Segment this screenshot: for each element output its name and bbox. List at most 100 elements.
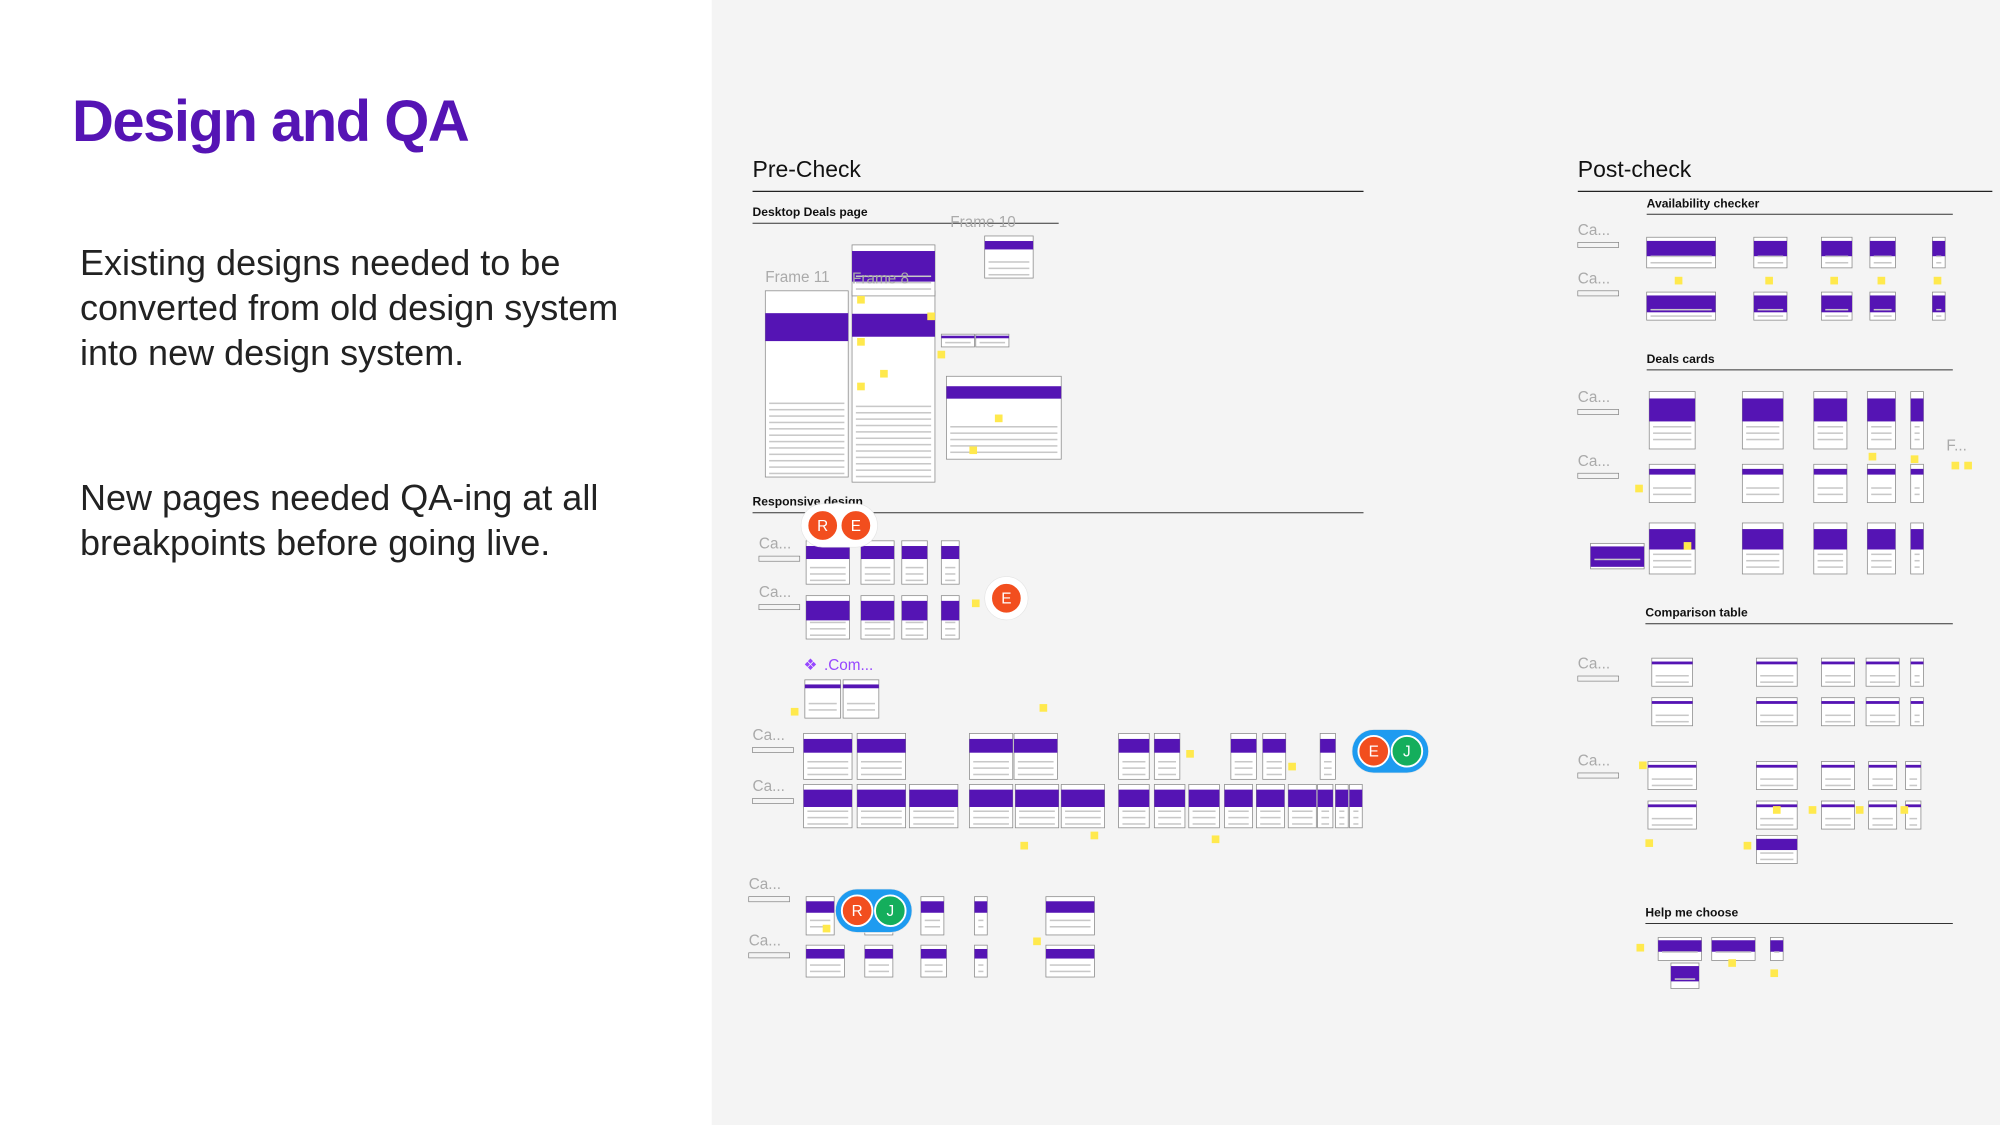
sticky-note <box>1186 750 1194 758</box>
section-title: Post-check <box>1578 156 1692 182</box>
thumbnail-line <box>1757 315 1784 317</box>
thumbnail-band <box>1932 295 1946 313</box>
thumbnail-band <box>1256 789 1285 807</box>
thumbnail-line <box>1323 773 1332 776</box>
thumbnail-line <box>1655 675 1689 677</box>
card-label-box <box>758 555 801 562</box>
thumbnail-line <box>1871 487 1892 489</box>
thumbnail-line <box>1158 823 1182 825</box>
thumbnail-line <box>1321 816 1330 819</box>
thumbnail-line <box>979 341 1006 344</box>
sticky-note <box>994 414 1003 423</box>
thumbnail-line <box>1825 255 1849 258</box>
thumbnail-line <box>855 431 932 433</box>
thumbnail-line <box>809 964 841 966</box>
thumbnail-line <box>1650 255 1712 258</box>
thumbnail-line <box>950 445 1058 447</box>
thumbnail-line <box>769 428 845 430</box>
thumbnail-band <box>1869 240 1896 257</box>
thumbnail-line <box>1909 817 1918 820</box>
thumbnail-line <box>1817 493 1844 496</box>
thumbnail-band <box>1905 804 1921 808</box>
thumbnail-line <box>1746 566 1780 568</box>
group-title: Deals cards <box>1647 352 1715 366</box>
thumbnail-line <box>1872 784 1893 787</box>
thumbnail-line <box>1914 675 1920 677</box>
thumbnail-band <box>806 901 835 913</box>
thumbnail-line <box>808 702 837 705</box>
thumbnail-line <box>860 760 902 763</box>
thumbnail-line <box>807 810 849 812</box>
thumbnail-line <box>1339 823 1345 825</box>
frame-thumbnail <box>1910 657 1924 687</box>
thumbnail-line <box>1936 261 1942 264</box>
thumbnail-line <box>809 634 846 636</box>
component-icon: ❖ <box>804 657 818 674</box>
thumbnail-line <box>1760 858 1794 861</box>
card-label-box <box>748 896 790 903</box>
thumbnail-line <box>860 767 902 769</box>
thumbnail-line <box>1914 714 1920 717</box>
thumbnail-line <box>1661 951 1698 953</box>
thumbnail-line <box>1914 487 1920 489</box>
thumbnail-line <box>950 426 1058 428</box>
card-label-box <box>1577 242 1619 248</box>
sticky-note <box>1635 484 1643 493</box>
sticky-note <box>790 707 799 716</box>
thumbnail-line <box>1122 810 1146 812</box>
avatar <box>990 581 1023 615</box>
thumbnail-band <box>920 901 944 913</box>
thumbnail-line <box>973 760 1009 763</box>
thumbnail-band <box>1813 468 1847 475</box>
thumbnail-line <box>769 421 845 424</box>
thumbnail-line <box>855 456 932 459</box>
thumbnail-line <box>973 810 1009 812</box>
thumbnail-line <box>855 411 932 414</box>
thumbnail-band <box>1813 529 1847 550</box>
thumbnail-line <box>1715 951 1752 953</box>
thumbnail-line <box>1746 432 1780 434</box>
thumbnail-line <box>905 566 924 569</box>
sticky-note <box>1765 276 1773 285</box>
thumbnail-line <box>1655 720 1689 723</box>
thumbnail-band <box>806 600 850 621</box>
thumbnail-line <box>1760 817 1794 820</box>
thumbnail-line <box>1746 553 1780 556</box>
thumbnail-band <box>1866 661 1900 665</box>
thumbnail-band <box>975 335 1009 339</box>
thumbnail-line <box>1260 810 1281 812</box>
thumbnail-band <box>1317 789 1333 807</box>
thumbnail-line <box>855 437 932 440</box>
thumbnail-band <box>969 789 1013 807</box>
thumbnail-band <box>1651 701 1693 704</box>
thumbnail-line <box>1872 824 1893 826</box>
thumbnail-line <box>1914 559 1920 562</box>
thumbnail-line <box>1873 261 1892 264</box>
thumbnail-line <box>950 438 1058 441</box>
sticky-note <box>1772 806 1781 814</box>
thumbnail-line <box>864 628 891 630</box>
thumbnail-line <box>1760 720 1794 723</box>
thumbnail-line <box>1914 426 1920 428</box>
thumbnail-line <box>1825 720 1851 723</box>
thumbnail-band <box>1045 901 1095 913</box>
sticky-note <box>857 338 865 346</box>
thumbnail-band <box>1868 764 1897 768</box>
thumbnail-band <box>920 948 947 959</box>
thumbnail-band <box>1742 398 1784 422</box>
thumbnail-band <box>1320 738 1336 753</box>
thumbnail-line <box>860 816 902 819</box>
thumbnail-band <box>909 789 958 807</box>
sticky-note <box>1728 959 1736 967</box>
thumbnail-line <box>1339 816 1345 819</box>
thumbnail-line <box>1292 816 1313 819</box>
thumbnail-line <box>864 579 891 582</box>
thumbnail-line <box>1653 553 1692 556</box>
thumbnail-line <box>1017 773 1054 776</box>
thumbnail-line <box>1746 487 1780 489</box>
thumbnail-line <box>1871 553 1892 556</box>
card-label-box <box>748 952 790 959</box>
card-label: Ca... <box>749 876 781 893</box>
thumbnail-band <box>1867 468 1896 475</box>
